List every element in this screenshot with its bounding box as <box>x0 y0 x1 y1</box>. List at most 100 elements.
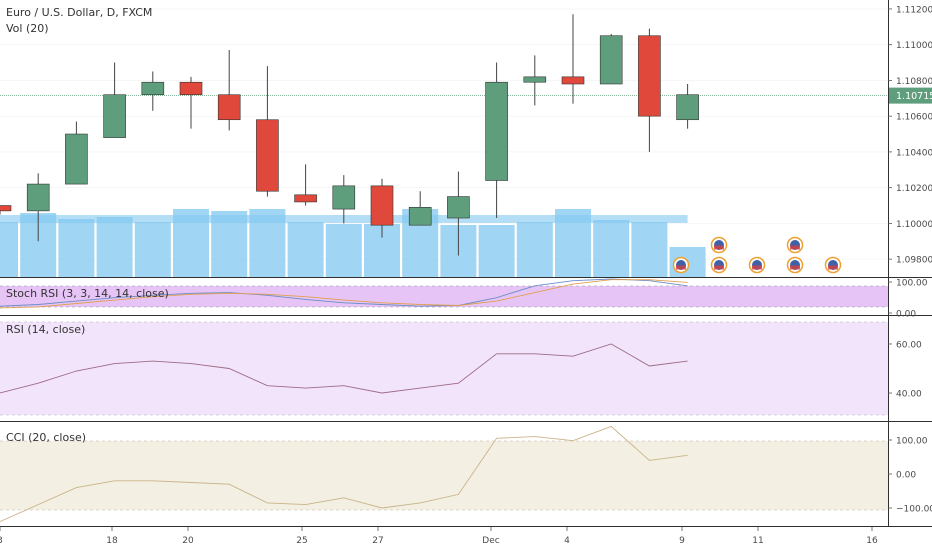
price-tick-label: 1.10800 <box>896 77 932 87</box>
event-flag-icon[interactable] <box>672 256 690 274</box>
stoch-k-line <box>0 278 688 307</box>
time-tick-label: 3 <box>0 536 3 546</box>
stoch-rsi-pane[interactable]: Stoch RSI (3, 3, 14, 14, close) <box>0 278 888 309</box>
cci-tick-label: 0.00 <box>896 471 916 481</box>
candle <box>65 121 88 185</box>
volume-bar <box>516 222 553 277</box>
time-axis[interactable]: 3 18 20 25 27 Dec 4 9 11 16 <box>0 527 878 546</box>
volume-bar <box>134 222 171 277</box>
stoch-rsi-lines <box>0 278 688 309</box>
volume-bar <box>96 217 133 277</box>
price-tick-label: 1.10200 <box>896 184 932 194</box>
candle <box>103 62 126 138</box>
event-flag-stripe <box>752 265 762 270</box>
event-flag-stripe <box>714 265 724 270</box>
candle-body <box>141 81 165 96</box>
price-tick-label: 1.09800 <box>896 256 932 266</box>
stoch-rsi-title: Stoch RSI (3, 3, 14, 14, close) <box>6 287 169 300</box>
rsi-tick-label: 40.00 <box>896 390 922 400</box>
candle <box>523 55 547 106</box>
event-flag-stripe <box>790 265 800 270</box>
stoch-d-line <box>0 279 688 309</box>
candle-body <box>370 185 394 226</box>
candle-body <box>447 196 470 219</box>
cci-band <box>0 441 888 510</box>
candle <box>561 14 585 104</box>
candle <box>485 62 508 219</box>
time-tick-label: 25 <box>296 536 307 546</box>
candle <box>638 28 661 152</box>
cci-title: CCI (20, close) <box>6 431 86 444</box>
candle-body <box>0 205 12 212</box>
volume-bar <box>0 222 18 277</box>
time-tick-label: 9 <box>679 536 685 546</box>
candle-body <box>408 207 432 226</box>
candle-body <box>599 35 623 85</box>
price-tick-label: 1.11200 <box>896 5 932 15</box>
candle <box>332 175 356 224</box>
event-flag-stripe <box>790 245 800 250</box>
candle-body <box>523 76 547 83</box>
candle <box>217 50 241 131</box>
event-flag-icon[interactable] <box>786 236 804 254</box>
candle <box>0 205 12 215</box>
volume-bar <box>631 222 668 277</box>
candle <box>599 33 623 85</box>
stoch-rsi-band <box>0 286 888 307</box>
candle-body <box>179 81 203 96</box>
cci-tick-label: −100.00 <box>896 505 932 515</box>
time-tick-label: Dec <box>482 536 499 546</box>
event-flag-stripe <box>714 245 724 250</box>
candle-body <box>217 94 241 121</box>
time-tick-label: 11 <box>752 536 763 546</box>
event-flag-icon[interactable] <box>748 256 766 274</box>
event-flag-icon[interactable] <box>786 256 804 274</box>
event-flag-stripe <box>828 265 838 270</box>
candle-body <box>676 94 699 121</box>
price-badge: 1.10715 <box>889 87 932 104</box>
event-flag-icon[interactable] <box>710 256 728 274</box>
candle-body <box>638 35 661 117</box>
candle <box>447 171 470 256</box>
candle-body <box>561 76 585 85</box>
rsi-pane[interactable]: RSI (14, close) <box>0 321 888 416</box>
price-tick-label: 1.10400 <box>896 148 932 158</box>
volume-label: Vol (20) <box>6 22 49 35</box>
candle-body <box>485 81 508 181</box>
candle-body <box>332 185 356 210</box>
volume-bars <box>0 209 706 277</box>
candle-body <box>256 119 279 192</box>
indicator-axes[interactable]: 100.00 0.00 60.00 40.00 100.00 0.00 −100.00 <box>888 279 932 515</box>
candles <box>0 14 699 256</box>
time-tick-label: 4 <box>564 536 570 546</box>
event-flag-icon[interactable] <box>710 236 728 254</box>
candle <box>408 191 432 226</box>
candle <box>294 164 317 206</box>
candle-body <box>294 194 317 203</box>
cci-pane[interactable]: CCI (20, close) <box>0 425 888 523</box>
cci-series <box>0 425 688 523</box>
event-flag-icon[interactable] <box>824 256 842 274</box>
candle <box>141 71 165 111</box>
volume-bar <box>478 225 515 277</box>
main-pane[interactable]: Euro / U.S. Dollar, D, FXCM Vol (20) <box>0 0 888 277</box>
stoch-tick-label: 0.00 <box>896 310 916 320</box>
rsi-tick-label: 60.00 <box>896 340 922 350</box>
candle <box>179 76 203 129</box>
candle <box>370 178 394 238</box>
candle <box>256 66 279 197</box>
price-tick-label: 1.11000 <box>896 41 932 51</box>
symbol-title: Euro / U.S. Dollar, D, FXCM <box>6 6 152 19</box>
economic-events[interactable] <box>672 236 842 274</box>
time-tick-label: 18 <box>106 536 118 546</box>
candle <box>676 83 699 129</box>
price-tick-label: 1.10600 <box>896 113 932 123</box>
candle-body <box>26 183 50 212</box>
rsi-band <box>0 322 888 415</box>
price-axis[interactable]: 1.11200 1.11000 1.10800 1.10600 1.10400 1.102… <box>888 5 932 266</box>
candle-body <box>65 133 88 185</box>
price-badge-label: 1.10715 <box>896 91 932 102</box>
event-flag-stripe <box>676 265 686 270</box>
price-tick-label: 1.10000 <box>896 220 932 230</box>
